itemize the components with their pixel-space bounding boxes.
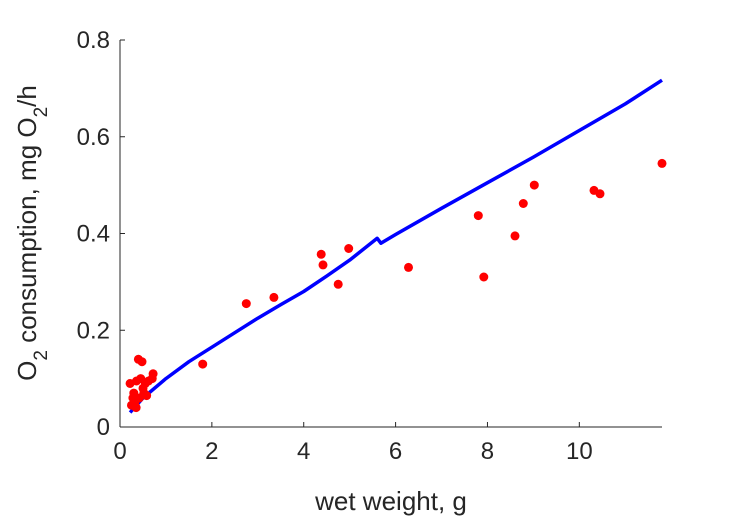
x-tick-label: 0 [113, 438, 126, 465]
model-line [128, 78, 663, 414]
y-axis-title-part: O [12, 361, 42, 381]
data-point [404, 262, 413, 272]
data-point [510, 231, 520, 241]
data-point [479, 272, 489, 282]
y-axis-title-part: /h [12, 85, 42, 107]
x-tick-label: 8 [481, 438, 494, 465]
data-point [518, 199, 528, 208]
data-point [473, 211, 483, 221]
y-axis-title-part: consumption, mg O [12, 117, 42, 350]
x-tick-label: 6 [389, 438, 402, 465]
data-point [316, 249, 326, 259]
plot-area [125, 78, 667, 414]
y-ticks: 0 0.2 0.4 0.6 0.8 [77, 27, 125, 441]
x-axis-title: wet weight, g [314, 486, 467, 516]
x-ticks: 0 2 4 6 8 10 [113, 422, 593, 465]
data-point [318, 260, 328, 270]
data-point [529, 180, 539, 190]
y-axis-title-subscript: 2 [31, 350, 52, 361]
data-point [137, 357, 147, 367]
y-tick-label: 0.2 [77, 317, 110, 344]
axes [119, 40, 662, 428]
data-point [142, 391, 152, 401]
y-axis-title-subscript: 2 [31, 107, 52, 118]
data-point [241, 299, 251, 309]
x-tick-label: 10 [566, 438, 593, 465]
x-tick-label: 2 [205, 438, 218, 465]
data-point [148, 369, 158, 379]
y-axis-title: O2 consumption, mg O2/h [12, 85, 52, 381]
data-point [333, 279, 343, 289]
y-tick-label: 0.6 [77, 124, 110, 151]
data-point [198, 359, 208, 369]
data-point [344, 244, 354, 253]
data-point [657, 158, 667, 168]
y-tick-label: 0 [97, 414, 110, 441]
x-tick-label: 4 [297, 438, 310, 465]
data-point [595, 189, 605, 199]
data-point [269, 292, 279, 302]
y-tick-label: 0.4 [77, 221, 110, 248]
y-tick-label: 0.8 [77, 27, 110, 54]
data-point [131, 403, 141, 413]
